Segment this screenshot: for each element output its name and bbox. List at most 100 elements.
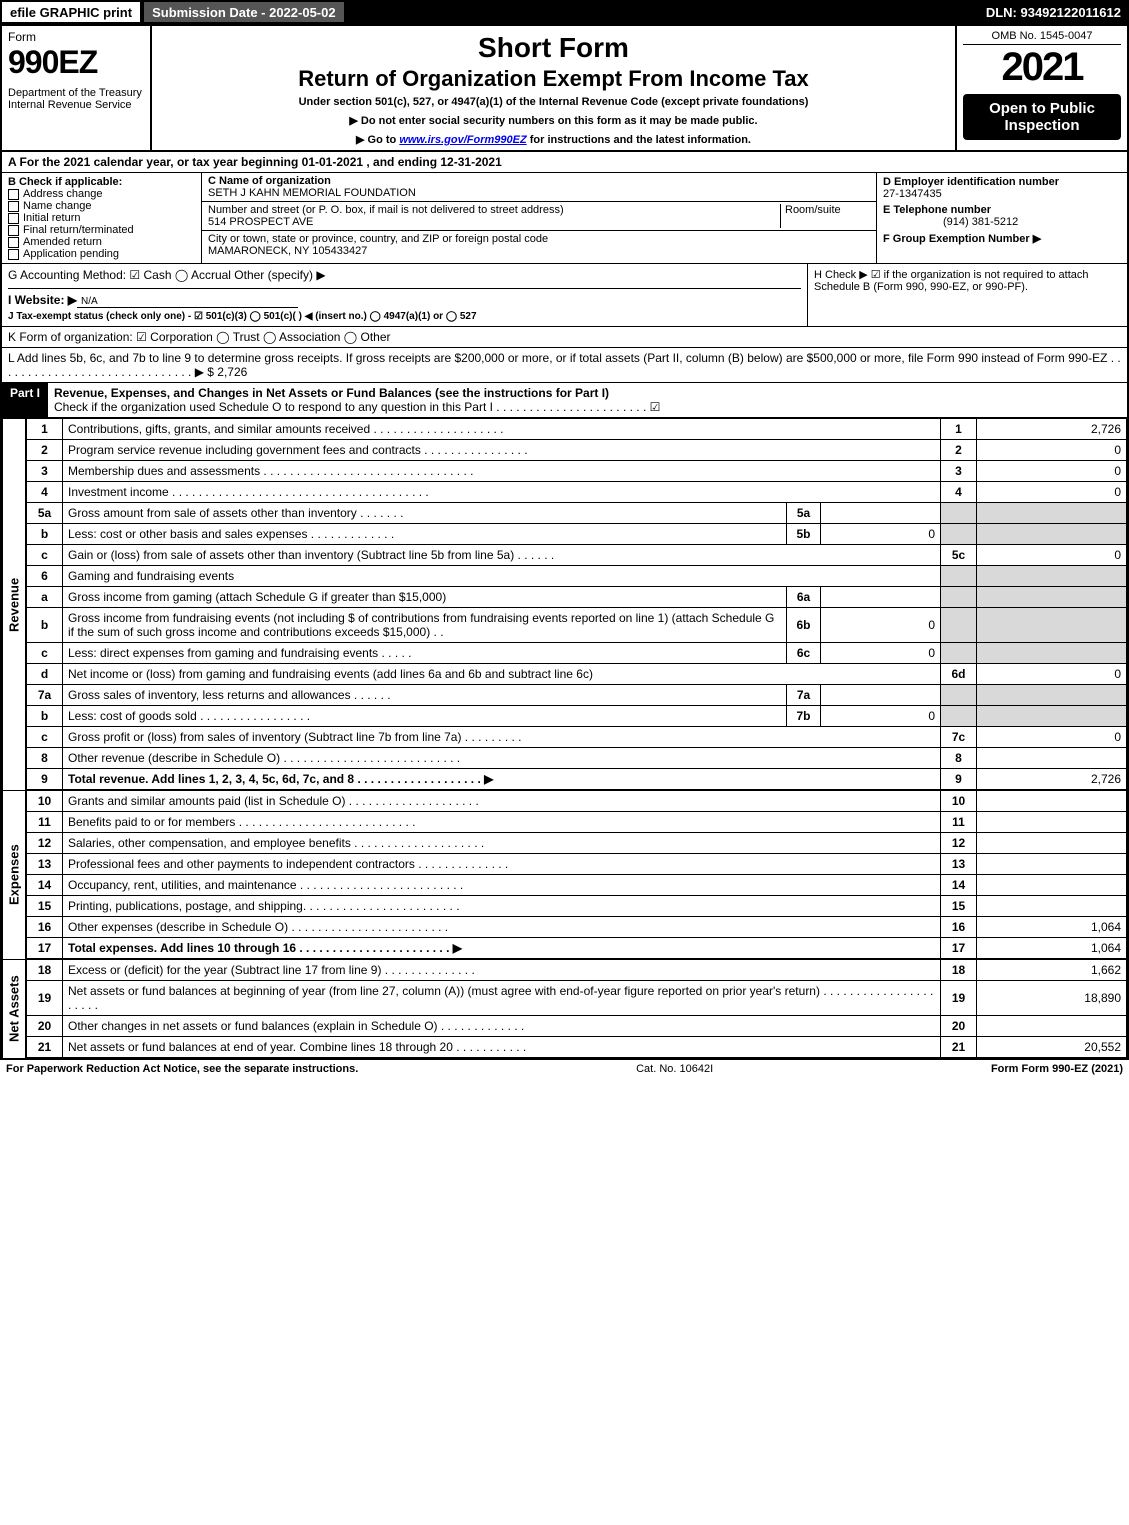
part1-badge: Part I <box>2 383 48 417</box>
goto-line: ▶ Go to www.irs.gov/Form990EZ for instru… <box>158 133 949 146</box>
l10-r: 10 <box>941 791 977 812</box>
l5b-desc: Less: cost or other basis and sales expe… <box>63 524 787 545</box>
header-mid: Short Form Return of Organization Exempt… <box>152 26 957 150</box>
l15-desc: Printing, publications, postage, and shi… <box>63 896 941 917</box>
l21-r: 21 <box>941 1037 977 1058</box>
l9-r: 9 <box>941 769 977 790</box>
l7b-grey <box>941 706 977 727</box>
l7b-num: b <box>27 706 63 727</box>
section-def: D Employer identification number27-13474… <box>877 173 1127 263</box>
checkbox-amended-return[interactable] <box>8 237 19 248</box>
l6a-grey <box>941 587 977 608</box>
checkbox-final-return[interactable] <box>8 225 19 236</box>
goto-post: for instructions and the latest informat… <box>527 134 751 146</box>
l5b-num: b <box>27 524 63 545</box>
l19-r: 19 <box>941 981 977 1016</box>
l11-r: 11 <box>941 812 977 833</box>
efile-print-button[interactable]: efile GRAPHIC print <box>0 0 142 24</box>
l5c-desc: Gain or (loss) from sale of assets other… <box>63 545 941 566</box>
l14-amt <box>977 875 1127 896</box>
l6c-sn: 6c <box>787 643 821 664</box>
expenses-table: 10Grants and similar amounts paid (list … <box>26 790 1127 959</box>
omb-number: OMB No. 1545-0047 <box>963 30 1121 45</box>
irs-link[interactable]: www.irs.gov/Form990EZ <box>399 134 526 146</box>
l1-r: 1 <box>941 419 977 440</box>
l18-num: 18 <box>27 960 63 981</box>
revenue-block: Revenue 1Contributions, gifts, grants, a… <box>2 418 1127 790</box>
ssn-warning: ▶ Do not enter social security numbers o… <box>158 114 949 127</box>
return-title: Return of Organization Exempt From Incom… <box>158 66 949 92</box>
l13-desc: Professional fees and other payments to … <box>63 854 941 875</box>
c-city-label: City or town, state or province, country… <box>208 233 548 245</box>
row-gh: G Accounting Method: ☑ Cash ◯ Accrual Ot… <box>2 264 1127 327</box>
l14-num: 14 <box>27 875 63 896</box>
footer-formno: Form 990-EZ (2021) <box>1022 1063 1123 1075</box>
goto-pre: ▶ Go to <box>356 134 399 146</box>
l7b-desc: Less: cost of goods sold . . . . . . . .… <box>63 706 787 727</box>
l11-desc: Benefits paid to or for members . . . . … <box>63 812 941 833</box>
checkbox-address-change[interactable] <box>8 189 19 200</box>
l13-amt <box>977 854 1127 875</box>
l5b-sn: 5b <box>787 524 821 545</box>
checkbox-initial-return[interactable] <box>8 213 19 224</box>
checkbox-name-change[interactable] <box>8 201 19 212</box>
group-exemption-label: F Group Exemption Number ▶ <box>883 233 1041 245</box>
l13-r: 13 <box>941 854 977 875</box>
l20-num: 20 <box>27 1016 63 1037</box>
l16-desc: Other expenses (describe in Schedule O) … <box>63 917 941 938</box>
l6-grey2 <box>977 566 1127 587</box>
l7c-r: 7c <box>941 727 977 748</box>
l5b-sv: 0 <box>821 524 941 545</box>
line-k: K Form of organization: ☑ Corporation ◯ … <box>2 327 1127 348</box>
l5c-r: 5c <box>941 545 977 566</box>
l10-num: 10 <box>27 791 63 812</box>
l5b-grey2 <box>977 524 1127 545</box>
l17-amt: 1,064 <box>977 938 1127 959</box>
l21-amt: 20,552 <box>977 1037 1127 1058</box>
l18-amt: 1,662 <box>977 960 1127 981</box>
l8-amt <box>977 748 1127 769</box>
l7a-grey2 <box>977 685 1127 706</box>
l12-amt <box>977 833 1127 854</box>
room-label: Room/suite <box>785 204 841 216</box>
checkbox-application-pending[interactable] <box>8 249 19 260</box>
l6c-sv: 0 <box>821 643 941 664</box>
l14-r: 14 <box>941 875 977 896</box>
header-right: OMB No. 1545-0047 2021 Open to Public In… <box>957 26 1127 150</box>
short-form-title: Short Form <box>158 32 949 64</box>
l6d-amt: 0 <box>977 664 1127 685</box>
l16-r: 16 <box>941 917 977 938</box>
netassets-table: 18Excess or (deficit) for the year (Subt… <box>26 959 1127 1058</box>
l6a-num: a <box>27 587 63 608</box>
l1-desc: Contributions, gifts, grants, and simila… <box>63 419 941 440</box>
l20-amt <box>977 1016 1127 1037</box>
l5c-num: c <box>27 545 63 566</box>
line-l: L Add lines 5b, 6c, and 7b to line 9 to … <box>2 348 1127 383</box>
submission-date: Submission Date - 2022-05-02 <box>142 0 346 24</box>
website-value: N/A <box>77 296 298 308</box>
ein-label: D Employer identification number <box>883 176 1059 188</box>
l12-num: 12 <box>27 833 63 854</box>
org-name: SETH J KAHN MEMORIAL FOUNDATION <box>208 187 416 199</box>
l6b-sv: 0 <box>821 608 941 643</box>
l12-r: 12 <box>941 833 977 854</box>
l6b-grey2 <box>977 608 1127 643</box>
l7a-sv <box>821 685 941 706</box>
l17-desc: Total expenses. Add lines 10 through 16 … <box>63 938 941 959</box>
l8-desc: Other revenue (describe in Schedule O) .… <box>63 748 941 769</box>
c-name-label: C Name of organization <box>208 175 331 187</box>
l10-amt <box>977 791 1127 812</box>
l6a-sn: 6a <box>787 587 821 608</box>
b-item-4: Amended return <box>23 236 102 248</box>
l6a-grey2 <box>977 587 1127 608</box>
tax-year: 2021 <box>963 45 1121 90</box>
footer-left: For Paperwork Reduction Act Notice, see … <box>6 1063 358 1075</box>
l6-num: 6 <box>27 566 63 587</box>
ein-value: 27-1347435 <box>883 188 942 200</box>
b-title: B Check if applicable: <box>8 176 195 188</box>
website-label: I Website: ▶ <box>8 293 77 307</box>
b-item-1: Name change <box>23 200 92 212</box>
l6b-num: b <box>27 608 63 643</box>
netassets-side-label: Net Assets <box>2 959 26 1058</box>
l7b-grey2 <box>977 706 1127 727</box>
